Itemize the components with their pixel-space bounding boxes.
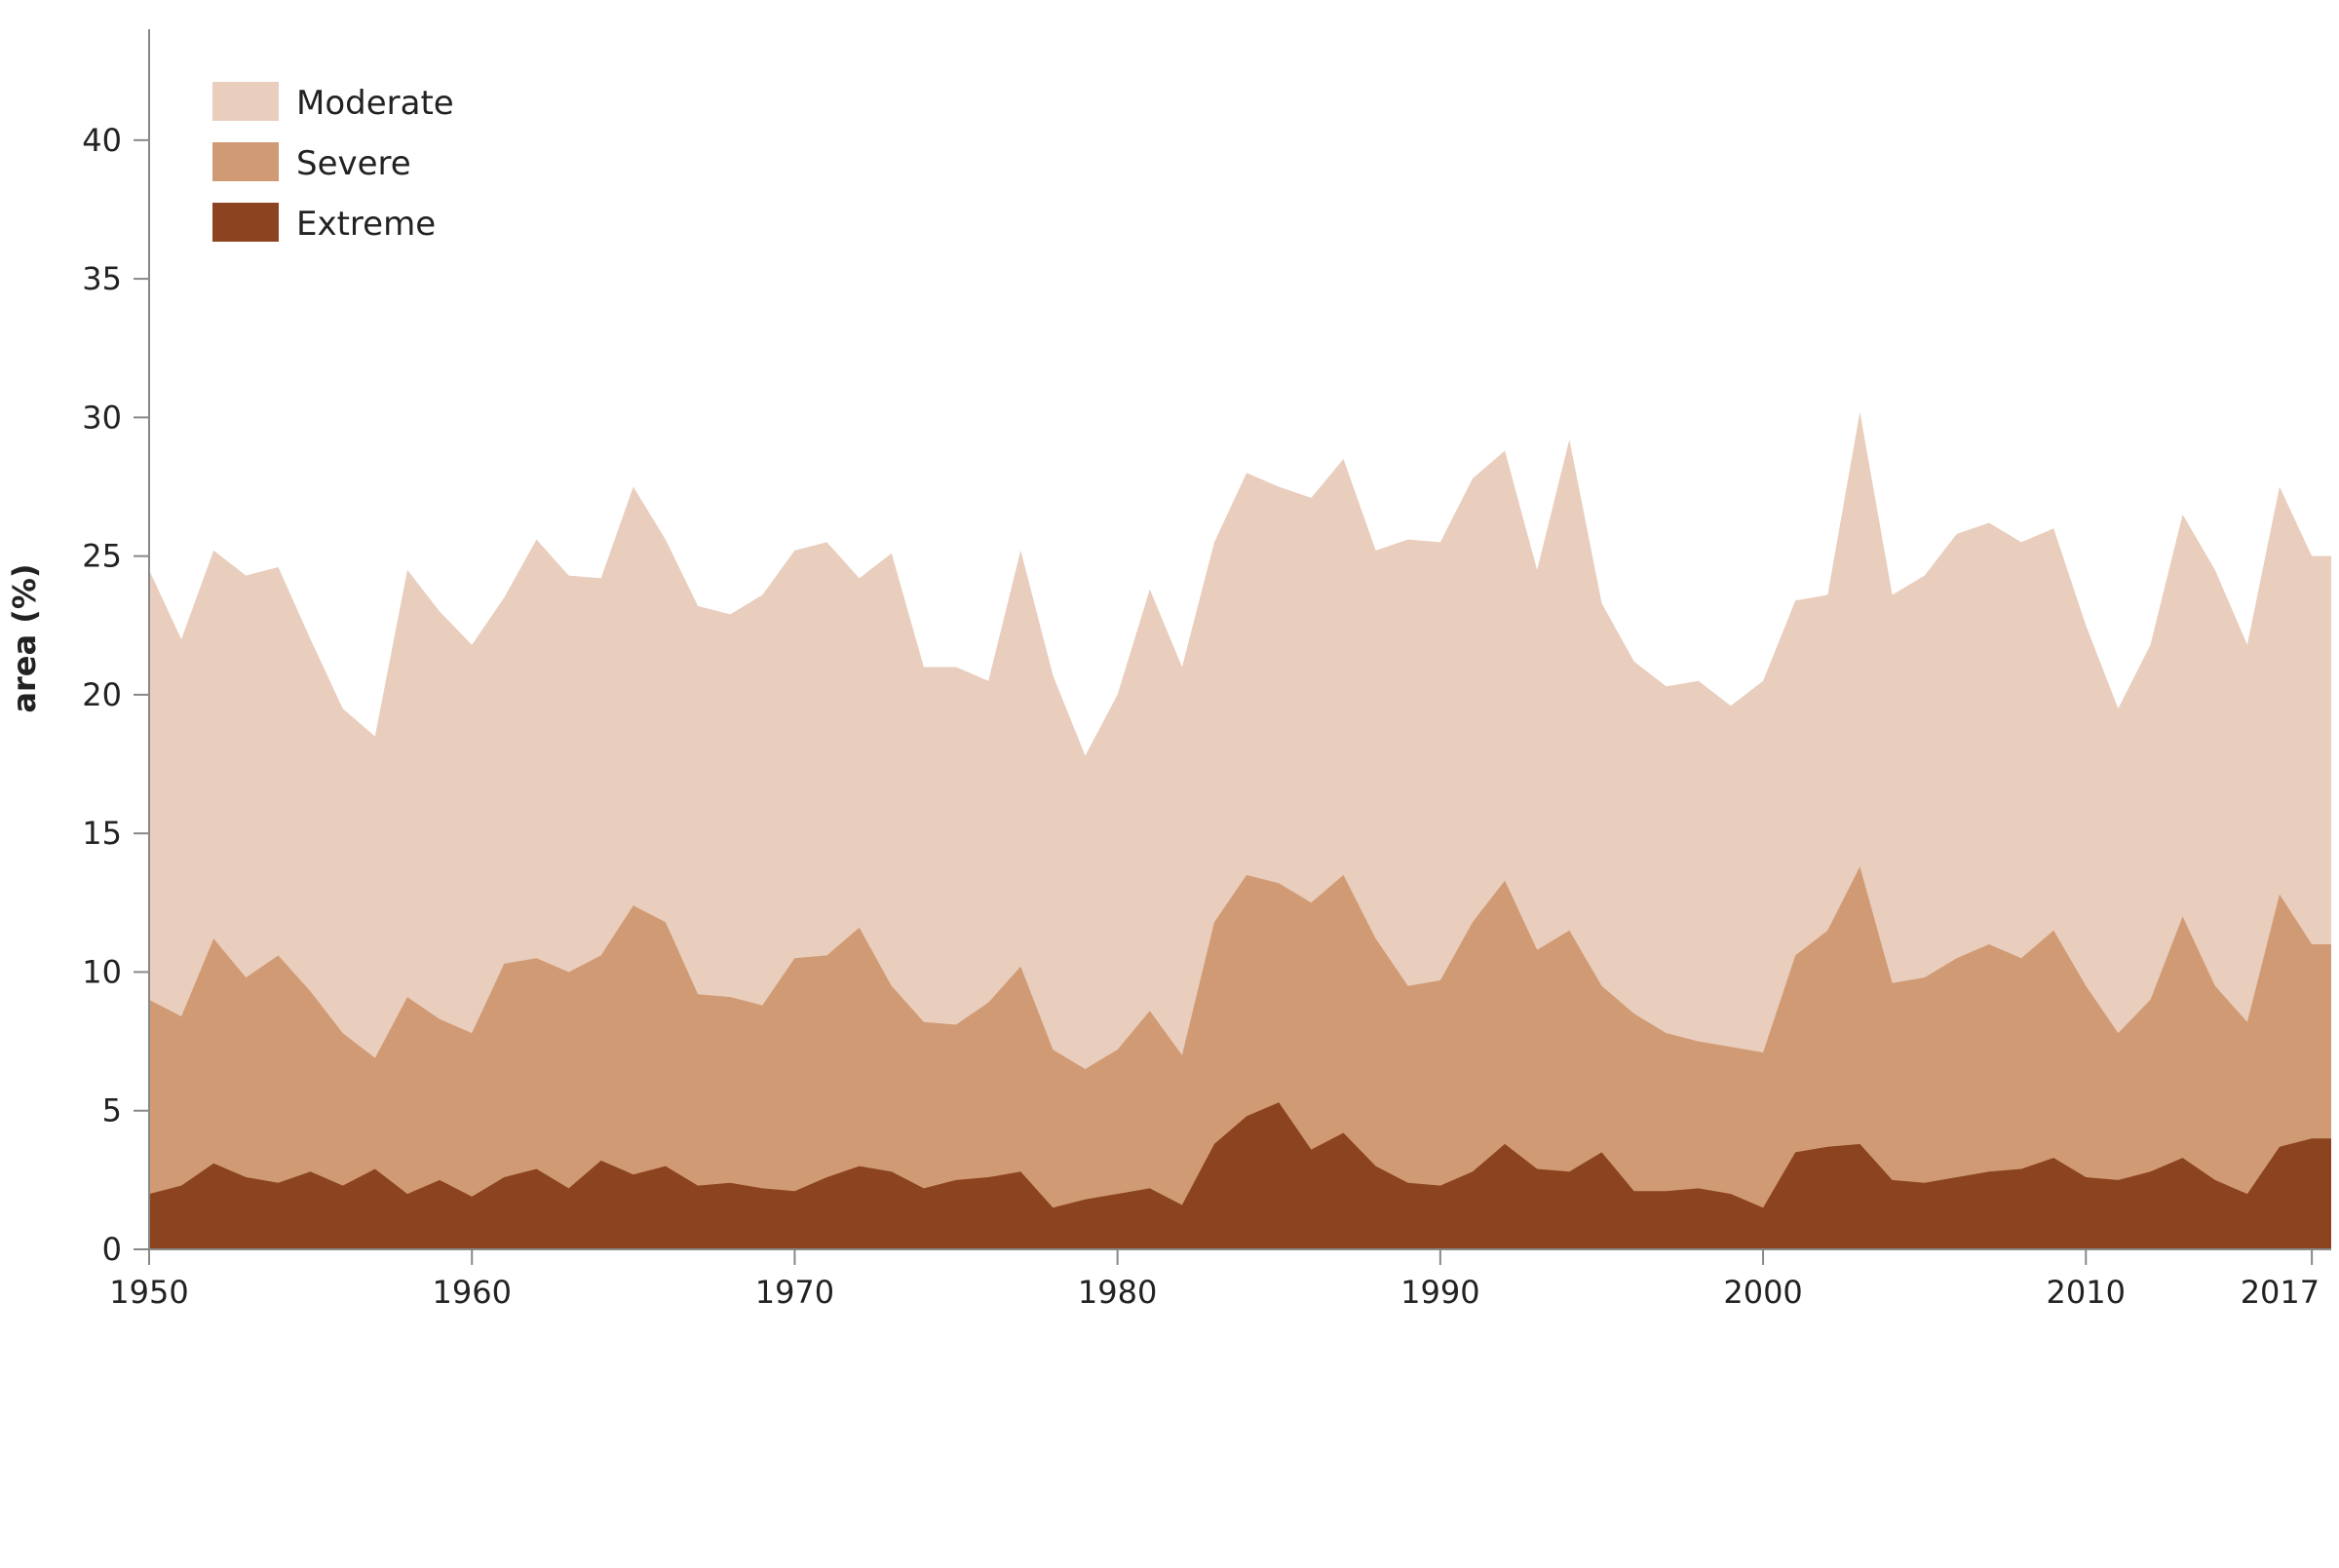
x-tick-label: 1950 (109, 1274, 188, 1311)
y-tick-label: 20 (82, 676, 122, 713)
x-tick-label: 2010 (2047, 1274, 2126, 1311)
y-tick-label: 5 (102, 1092, 122, 1129)
legend-swatch-moderate (212, 82, 279, 121)
y-tick-label: 0 (102, 1231, 122, 1268)
y-axis-title: area (%) (6, 563, 43, 712)
area-extreme (149, 1102, 2331, 1249)
axes-layer: 0 5 10 15 20 25 30 35 40 1950 1960 1970 1980 1990 2000… (82, 29, 2331, 1311)
x-tick-label: 1960 (432, 1274, 511, 1311)
x-tick-label: 2017 (2241, 1274, 2320, 1311)
areas-layer (149, 411, 2331, 1249)
x-tick-label: 1990 (1400, 1274, 1479, 1311)
y-tick-label: 25 (82, 538, 122, 575)
y-tick-label: 15 (82, 815, 122, 852)
legend: Moderate Severe Extreme (212, 82, 454, 244)
y-tick-label: 35 (82, 260, 122, 297)
legend-swatch-severe (212, 142, 279, 181)
y-tick-label: 30 (82, 399, 122, 436)
y-tick-label: 40 (82, 122, 122, 159)
x-tick-label: 1980 (1078, 1274, 1157, 1311)
y-tick-label: 10 (82, 953, 122, 990)
legend-swatch-extreme (212, 203, 279, 242)
area-severe (149, 866, 2331, 1249)
legend-label-extreme: Extreme (296, 205, 436, 244)
x-tick-label: 1970 (755, 1274, 834, 1311)
legend-label-severe: Severe (296, 144, 411, 183)
legend-label-moderate: Moderate (296, 84, 454, 123)
x-tick-label: 2000 (1723, 1274, 1802, 1311)
